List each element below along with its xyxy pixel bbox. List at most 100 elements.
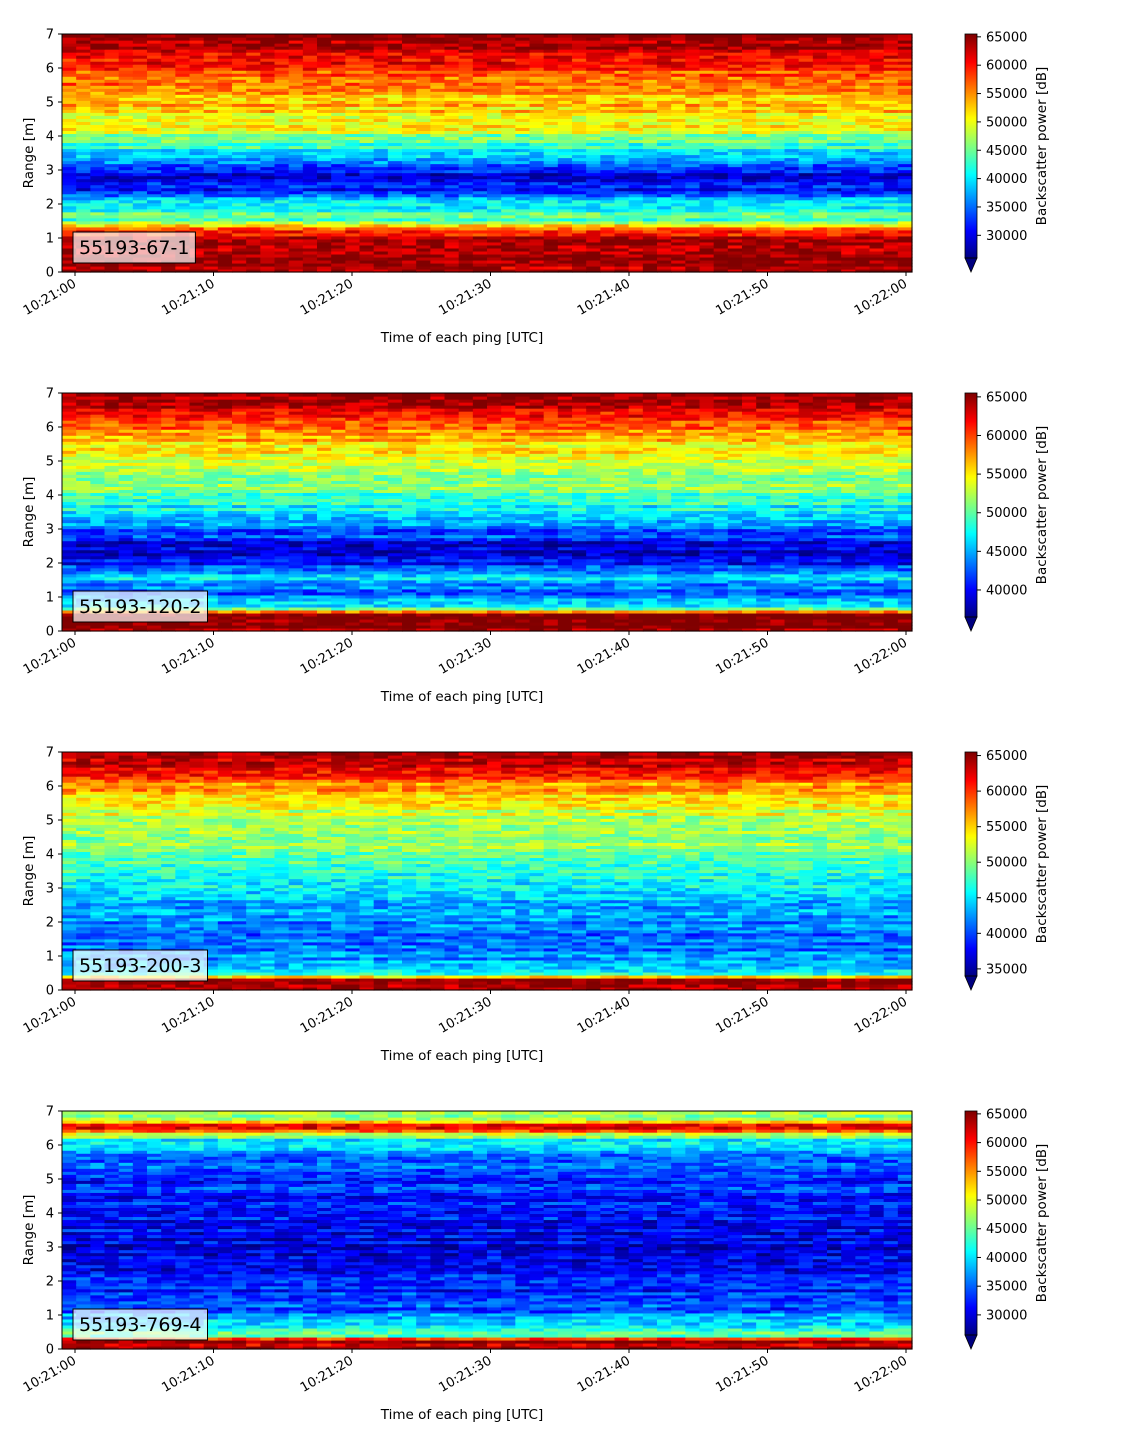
heatmap-cell xyxy=(657,100,672,104)
heatmap-cell xyxy=(798,268,814,273)
heatmap-cell xyxy=(274,115,290,119)
heatmap-cell xyxy=(416,211,431,216)
heatmap-cell xyxy=(487,268,502,273)
heatmap-cell xyxy=(600,148,616,153)
heatmap-cell xyxy=(827,34,842,38)
y-tick-label: 6 xyxy=(46,62,54,77)
heatmap-cell xyxy=(713,178,729,183)
heatmap-cell xyxy=(458,220,474,225)
heatmap-cell xyxy=(671,223,686,228)
heatmap-cell xyxy=(855,160,871,165)
heatmap-cell xyxy=(203,199,219,204)
heatmap-cell xyxy=(416,175,431,180)
heatmap-cell xyxy=(515,76,531,80)
heatmap-cell xyxy=(302,247,318,252)
heatmap-cell xyxy=(260,49,276,53)
heatmap-cell xyxy=(628,265,644,270)
heatmap-cell xyxy=(345,262,361,267)
heatmap-cell xyxy=(472,223,488,228)
heatmap-cell xyxy=(501,208,516,213)
heatmap-cell xyxy=(657,217,672,222)
heatmap-cell xyxy=(118,103,134,107)
heatmap-cell xyxy=(869,157,885,162)
heatmap-cell xyxy=(132,91,148,95)
heatmap-cell xyxy=(203,154,219,159)
heatmap-cell xyxy=(90,214,106,219)
heatmap-cell xyxy=(373,100,389,104)
heatmap-cell xyxy=(812,265,828,270)
heatmap-cell xyxy=(628,85,644,89)
heatmap-cell xyxy=(657,214,672,219)
heatmap-cell xyxy=(883,52,899,56)
heatmap-cell xyxy=(217,64,233,68)
heatmap-cell xyxy=(742,133,757,138)
heatmap-cell xyxy=(572,166,587,171)
heatmap-cell xyxy=(62,148,77,153)
heatmap-cell xyxy=(756,235,771,240)
heatmap-cell xyxy=(90,139,106,144)
heatmap-cell xyxy=(756,172,771,177)
heatmap-cell xyxy=(501,187,516,192)
heatmap-cell xyxy=(784,187,800,192)
heatmap-cell xyxy=(118,94,134,98)
heatmap-cell xyxy=(798,154,814,159)
heatmap-cell xyxy=(260,220,276,225)
heatmap-cell xyxy=(76,214,91,219)
heatmap-cell xyxy=(203,226,219,231)
heatmap-cell xyxy=(727,259,743,264)
heatmap-cell xyxy=(685,133,701,138)
heatmap-cell xyxy=(642,163,658,168)
heatmap-cell xyxy=(586,55,601,59)
heatmap-cell xyxy=(628,133,644,138)
heatmap-cell xyxy=(827,145,842,150)
heatmap-cell xyxy=(699,94,715,98)
heatmap-cell xyxy=(118,130,134,135)
heatmap-cell xyxy=(812,55,828,59)
heatmap-cell xyxy=(600,172,616,177)
heatmap-cell xyxy=(458,214,474,219)
heatmap-cell xyxy=(62,130,77,135)
heatmap-cell xyxy=(699,211,715,216)
heatmap-cell xyxy=(90,223,106,228)
heatmap-cell xyxy=(685,241,701,246)
heatmap-cell xyxy=(161,82,176,86)
heatmap-cell xyxy=(827,70,842,74)
heatmap-cell xyxy=(246,73,261,77)
heatmap-cell xyxy=(869,172,885,177)
heatmap-cell xyxy=(132,187,148,192)
heatmap-cell xyxy=(359,49,375,53)
heatmap-cell xyxy=(869,169,885,174)
heatmap-cell xyxy=(317,106,332,110)
heatmap-cell xyxy=(742,67,757,71)
heatmap-cell xyxy=(827,223,842,228)
heatmap-cell xyxy=(217,151,233,156)
heatmap-cell xyxy=(586,142,601,147)
heatmap-cell xyxy=(883,100,899,104)
heatmap-cell xyxy=(699,55,715,59)
heatmap-cell xyxy=(855,133,871,138)
heatmap-cell xyxy=(232,262,247,267)
heatmap-cell xyxy=(288,142,304,147)
heatmap-cell xyxy=(189,88,205,92)
heatmap-cell xyxy=(345,52,361,56)
heatmap-cell xyxy=(373,232,389,237)
heatmap-cell xyxy=(642,196,658,201)
heatmap-cell xyxy=(118,211,134,216)
heatmap-cell xyxy=(572,85,587,89)
heatmap-cell xyxy=(812,151,828,156)
heatmap-cell xyxy=(869,193,885,198)
heatmap-cell xyxy=(458,265,474,270)
heatmap-cell xyxy=(699,202,715,207)
heatmap-cell xyxy=(557,244,573,249)
heatmap-cell xyxy=(132,211,148,216)
heatmap-cell xyxy=(883,223,899,228)
heatmap-cell xyxy=(657,238,672,243)
heatmap-cell xyxy=(359,238,375,243)
heatmap-cell xyxy=(515,112,531,116)
heatmap-cell xyxy=(515,148,531,153)
heatmap-cell xyxy=(685,244,701,249)
heatmap-cell xyxy=(359,181,375,186)
heatmap-cell xyxy=(586,100,601,104)
heatmap-cell xyxy=(62,247,77,252)
heatmap-cell xyxy=(897,262,913,267)
